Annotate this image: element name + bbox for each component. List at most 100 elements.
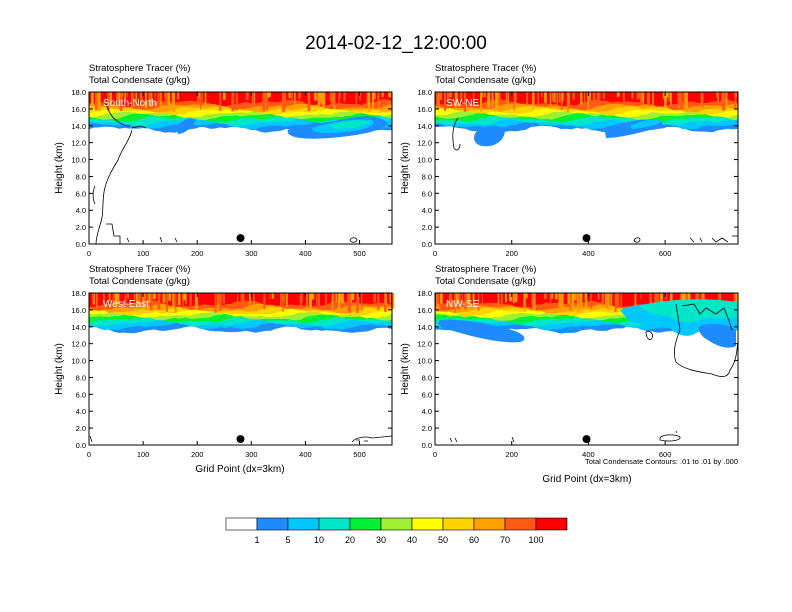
y-tick-label: 10.0: [417, 156, 432, 165]
y-tick-label: 14.0: [71, 323, 86, 332]
cross-section-label: NW-SE: [446, 299, 479, 310]
y-tick-label: 2.0: [76, 424, 86, 433]
tracer-spike: [437, 92, 439, 107]
tracer-spike: [268, 92, 271, 98]
tracer-spike: [323, 92, 326, 109]
tracer-spike: [240, 293, 243, 310]
y-tick-label: 8.0: [76, 373, 86, 382]
tracer-spike: [717, 92, 719, 102]
condensate-contour: [106, 223, 121, 244]
cloud-blob: [438, 319, 525, 343]
tracer-spike: [315, 92, 318, 101]
x-tick-label: 500: [353, 450, 366, 459]
tracer-spike: [182, 293, 184, 309]
tracer-spike: [620, 293, 622, 309]
colorbar-label: 70: [500, 535, 510, 545]
tracer-spike: [498, 293, 500, 308]
tracer-spike: [245, 92, 249, 100]
y-tick-label: 0.0: [76, 240, 86, 249]
condensate-contour: [645, 331, 653, 340]
tracer-spike: [587, 92, 590, 112]
tracer-spike: [598, 92, 601, 99]
tracer-spike: [223, 92, 226, 100]
tracer-spike: [684, 92, 688, 112]
x-axis-label: Grid Point (dx=3km): [542, 474, 631, 485]
tracer-spike: [678, 92, 681, 106]
tracer-spike: [513, 92, 515, 111]
tracer-spike: [162, 293, 166, 303]
tracer-spike: [569, 293, 571, 311]
tracer-spike: [549, 293, 552, 304]
tracer-spike: [576, 293, 580, 313]
condensate-contour: [349, 237, 358, 243]
y-tick-label: 18.0: [417, 88, 432, 97]
tracer-spike: [456, 293, 459, 304]
tracer-spike: [201, 92, 203, 101]
tracer-spike: [92, 293, 95, 301]
tracer-spike: [447, 92, 451, 98]
location-marker: [236, 435, 245, 444]
tracer-spike: [330, 92, 333, 104]
tracer-spike: [584, 92, 586, 111]
condensate-contours: [89, 435, 393, 443]
tracer-spike: [351, 293, 353, 303]
tracer-spike: [361, 293, 363, 311]
tracer-spike: [460, 92, 463, 102]
condensate-contour: [449, 430, 678, 443]
tracer-spike: [311, 293, 315, 300]
y-axis-label: Height (km): [400, 343, 411, 395]
panel-title-line2: Total Condensate (g/kg): [89, 75, 190, 86]
tracer-spike: [135, 293, 138, 312]
panel-west-east: Stratosphere Tracer (%) Total Condensate…: [54, 264, 395, 475]
tracer-spike: [231, 92, 235, 112]
tracer-spike: [157, 92, 160, 104]
tracer-spike: [389, 293, 391, 303]
y-tick-label: 14.0: [417, 323, 432, 332]
y-tick-label: 0.0: [422, 240, 432, 249]
tracer-spike: [614, 293, 617, 312]
tracer-spike: [472, 293, 475, 301]
tracer-spike: [507, 92, 509, 104]
tracer-spike: [114, 293, 117, 310]
tracer-spike: [131, 92, 133, 109]
tracer-spike: [147, 293, 150, 304]
tracer-spike: [237, 293, 239, 306]
tracer-spike: [516, 293, 518, 299]
tracer-spike: [505, 92, 507, 102]
tracer-spike: [509, 293, 513, 302]
colorbar-label: 50: [438, 535, 448, 545]
panel-nw-se: Stratosphere Tracer (%) Total Condensate…: [400, 264, 739, 485]
tracer-spike: [616, 293, 620, 309]
tracer-spike: [559, 92, 561, 103]
contour-note: Total Condensate Contours: .01 to .01 by…: [585, 457, 738, 466]
tracer-spike: [251, 92, 254, 106]
tracer-spike: [167, 92, 171, 111]
tracer-spike: [356, 293, 359, 313]
tracer-spike: [579, 293, 583, 311]
plot-frame: [88, 292, 393, 446]
tracer-spike: [366, 92, 368, 103]
tracer-spike: [440, 92, 442, 100]
tracer-spike: [483, 92, 486, 98]
tracer-spike: [133, 293, 136, 301]
tracer-spike: [514, 92, 516, 108]
x-tick-label: 600: [659, 450, 672, 459]
y-tick-label: 18.0: [71, 88, 86, 97]
y-tick-label: 4.0: [76, 206, 86, 215]
tracer-spike: [142, 293, 145, 310]
y-tick-label: 12.0: [71, 340, 86, 349]
colorbar-swatch: [349, 517, 382, 531]
tracer-spike: [668, 92, 671, 102]
axes: 0.0 2.0 4.0 6.0 8.0 10.0 12.0 14.0 16.0 18.0 0 200 4…: [417, 88, 738, 258]
tracer-spike: [282, 293, 284, 312]
tracer-spike: [263, 293, 266, 310]
location-marker: [582, 435, 591, 444]
y-axis-label: Height (km): [54, 142, 65, 194]
tracer-spike: [578, 293, 580, 304]
tracer-spike: [592, 92, 596, 101]
x-tick-label: 100: [137, 249, 150, 258]
y-axis-label: Height (km): [54, 343, 65, 395]
tracer-spike: [338, 293, 341, 312]
y-tick-label: 14.0: [71, 122, 86, 131]
x-tick-label: 200: [505, 249, 518, 258]
